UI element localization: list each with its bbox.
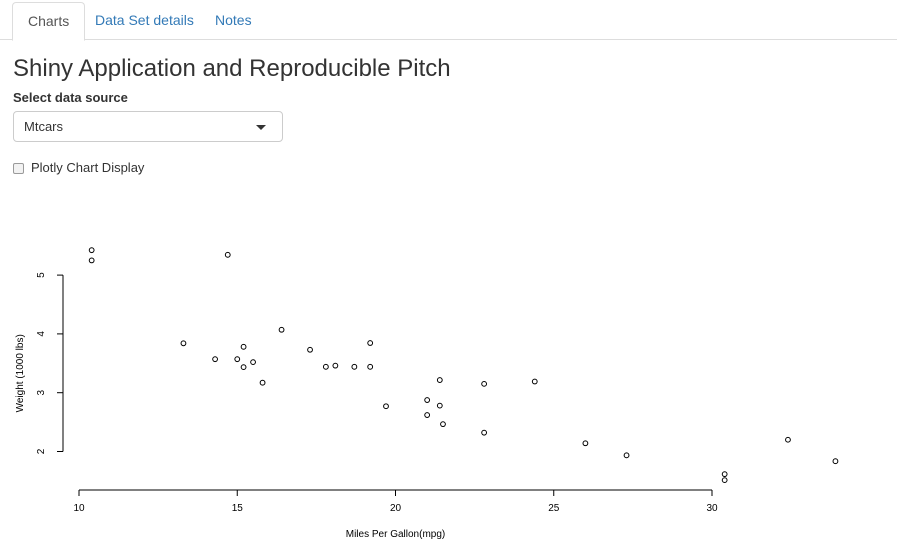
x-tick-label: 10 [73,503,85,514]
y-tick-label: 3 [36,389,47,395]
data-point [307,346,313,353]
y-axis: 2 3 4 5 [36,272,64,454]
data-point [332,362,339,369]
tab-bar: Charts Data Set details Notes [0,2,897,41]
caret-down-icon [256,125,266,130]
data-point [240,343,247,350]
x-tick-label: 25 [548,503,560,514]
y-tick-label: 5 [36,272,47,278]
data-point [481,429,488,436]
data-point [351,363,358,370]
data-point [322,363,329,370]
data-point [623,452,630,459]
data-point [424,412,431,418]
y-tick-label: 2 [36,448,47,454]
data-point [531,378,538,385]
data-point [259,379,266,386]
data-point [785,436,791,443]
data-point [582,440,589,447]
data-point [367,340,374,346]
data-point [224,251,231,258]
data-source-selected-value: Mtcars [24,119,63,134]
data-point [436,377,443,383]
data-point [367,363,374,370]
data-point [212,356,218,363]
data-point [250,359,256,366]
x-axis: 10 15 20 25 30 [73,489,718,514]
data-source-label: Select data source [13,90,128,105]
y-tick-label: 4 [36,331,47,337]
data-point [440,421,446,428]
x-tick-label: 20 [390,503,402,514]
data-point [436,402,443,409]
data-point [481,380,488,387]
x-tick-label: 15 [232,503,244,514]
plotly-chart-checkbox[interactable] [13,163,24,174]
tab-notes[interactable]: Notes [215,12,252,28]
data-point [721,477,728,484]
data-point [88,247,95,254]
data-point [88,257,95,264]
plotly-chart-label: Plotly Chart Display [31,160,145,175]
x-tick-label: 30 [706,503,718,514]
data-point [832,458,839,465]
tab-charts[interactable]: Charts [12,2,86,41]
data-point [278,326,285,333]
y-axis-title: Weight (1000 lbs) [15,334,26,412]
data-point [240,364,247,371]
plot-points [88,247,839,484]
data-point [234,356,241,363]
data-source-select[interactable]: Mtcars [13,111,283,142]
data-point [383,403,389,410]
tab-data-set-details[interactable]: Data Set details [95,12,194,28]
data-point [721,471,728,478]
data-point [424,397,431,403]
x-axis-title: Miles Per Gallon(mpg) [346,529,445,540]
page-title: Shiny Application and Reproducible Pitch [13,55,451,82]
data-point [180,340,187,347]
